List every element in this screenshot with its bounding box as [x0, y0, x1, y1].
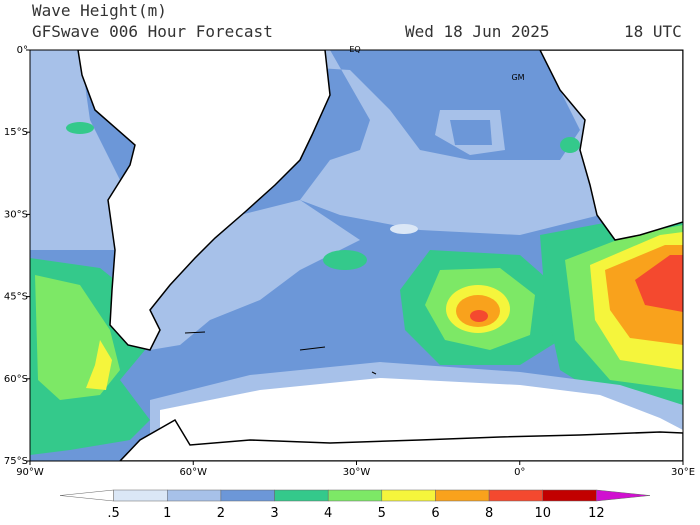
colorbar-label: 2	[217, 506, 225, 521]
colorbar-label: 1	[163, 506, 171, 521]
date: Wed 18 Jun 2025	[405, 22, 550, 41]
colorbar: .5 1 2 3 4 5 6 8 10 12	[59, 489, 651, 521]
contour-3-4	[323, 250, 367, 270]
lon-tick-label: 30°W	[343, 467, 371, 478]
axes: 0° 15°S 30°S 45°S 60°S 75°S90°W 60°W 30°W 0° 30°E	[4, 45, 695, 478]
south-america	[77, 50, 331, 351]
subtitle: GFSwave 006 Hour Forecast	[32, 22, 273, 41]
colorbar-box	[435, 489, 490, 502]
colorbar-box	[381, 489, 436, 502]
contour-1-2	[150, 200, 360, 350]
colorbar-box	[220, 489, 275, 502]
colorbar-box	[488, 489, 543, 502]
lon-tick-label: 60°W	[179, 467, 207, 478]
colorbar-box	[542, 489, 597, 502]
colorbar-label: 6	[431, 506, 439, 521]
contour-05-1	[390, 224, 418, 234]
lat-tick-label: 60°S	[4, 374, 28, 385]
colorbar-label: 3	[270, 506, 278, 521]
colorbar-label: 8	[485, 506, 493, 521]
title: Wave Height(m)	[32, 1, 167, 20]
colorbar-label: 5	[378, 506, 386, 521]
contour-1-2	[30, 50, 120, 250]
lon-tick-label: 90°W	[16, 467, 44, 478]
annotation: EQ	[349, 45, 360, 54]
lat-tick-label: 0°	[17, 45, 28, 56]
lat-tick-label: 75°S	[4, 456, 28, 467]
antarctica	[118, 418, 683, 461]
contour-2-3	[450, 120, 492, 145]
contour-8-10	[470, 310, 488, 322]
colorbar-label: 12	[588, 506, 605, 521]
contour-3-4	[560, 137, 580, 153]
africa	[539, 50, 683, 241]
colorbar-label: 10	[534, 506, 551, 521]
colorbar-label: 4	[324, 506, 332, 521]
lat-tick-label: 30°S	[4, 209, 28, 220]
colorbar-box	[167, 489, 222, 502]
map	[30, 50, 683, 461]
colorbar-under	[59, 489, 114, 502]
time: 18 UTC	[624, 22, 682, 41]
contour-5-6	[86, 340, 112, 390]
annotation: GM	[511, 73, 524, 82]
contour-3-4	[66, 122, 94, 134]
contour-8-10	[635, 255, 683, 312]
lon-tick-label: 0°	[514, 467, 525, 478]
lon-tick-label: 30°E	[671, 467, 695, 478]
colorbar-box	[113, 489, 168, 502]
colorbar-box	[274, 489, 329, 502]
colorbar-box	[327, 489, 383, 502]
colorbar-label: .5	[107, 506, 119, 521]
islands	[184, 331, 377, 375]
lat-tick-label: 15°S	[4, 127, 28, 138]
lat-tick-label: 45°S	[4, 292, 28, 303]
colorbar-over	[596, 489, 651, 502]
contour-1-2	[30, 50, 683, 235]
